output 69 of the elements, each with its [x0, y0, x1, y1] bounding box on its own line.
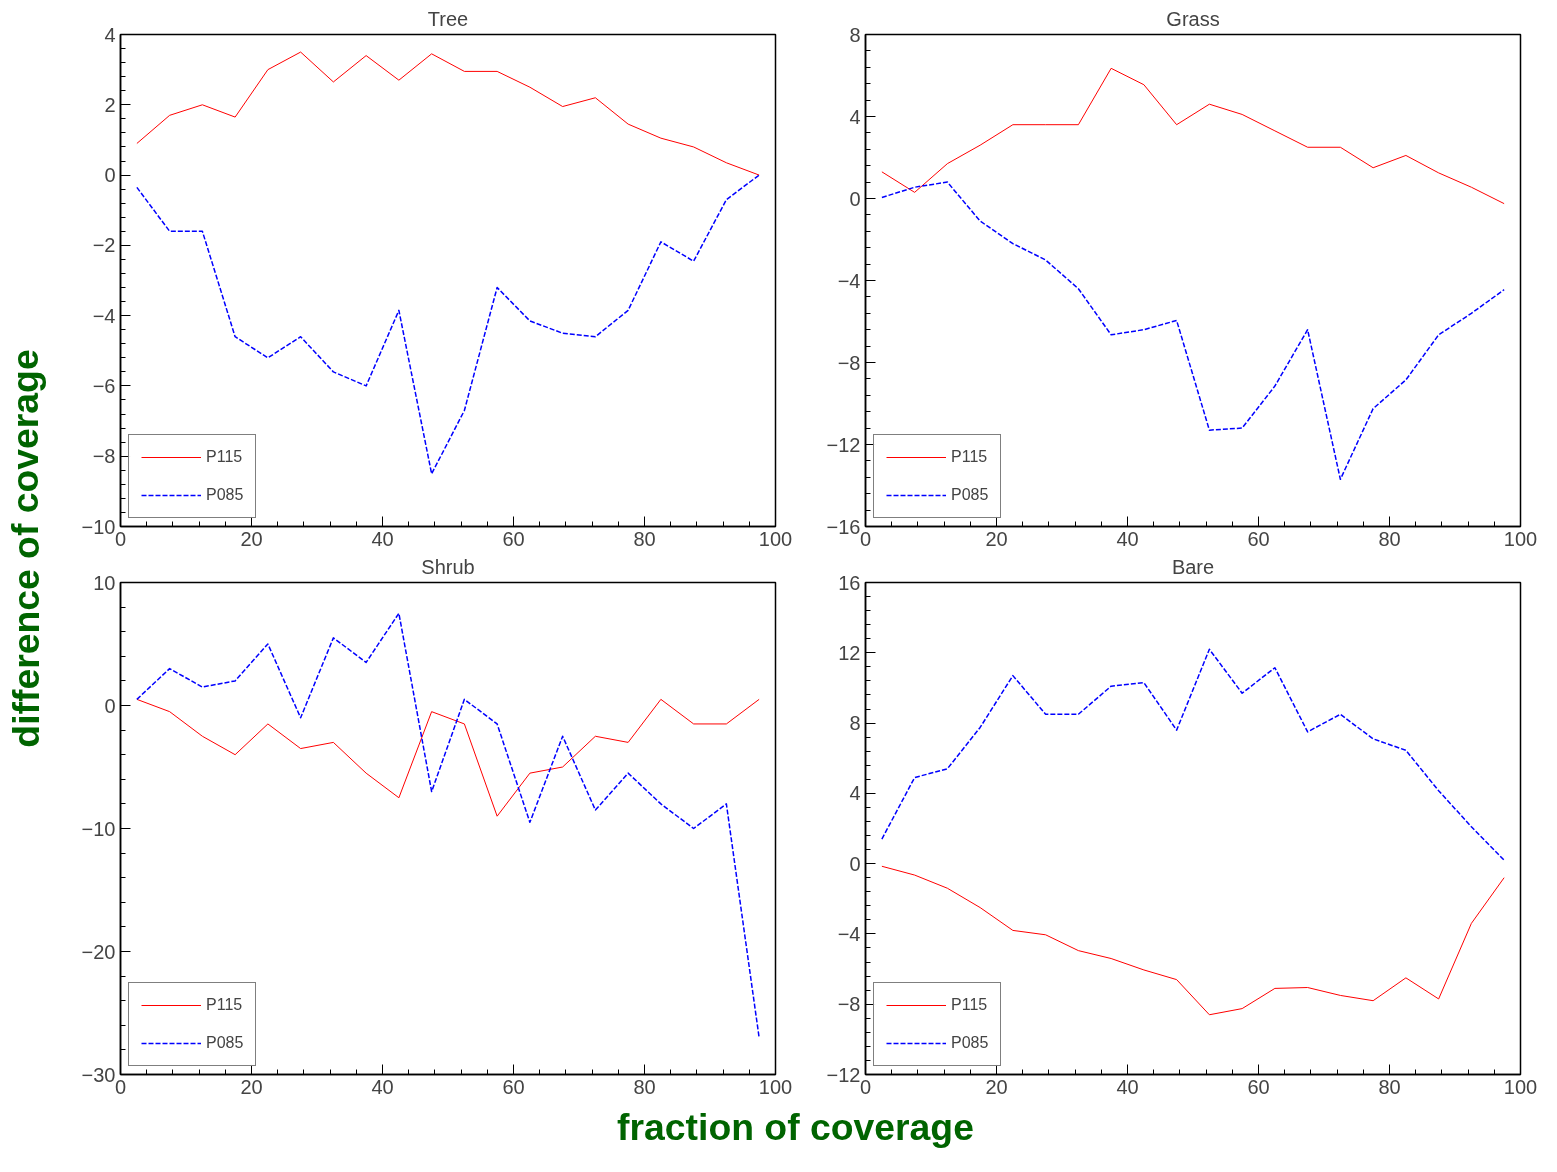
line-series	[136, 698, 760, 817]
legend-label: P085	[951, 486, 989, 504]
line-series	[136, 174, 760, 475]
y-tick-label: 8	[849, 23, 861, 46]
chart-title: Shrub	[421, 555, 475, 578]
line-series	[881, 181, 1505, 481]
x-tick-label: 100	[1503, 527, 1538, 550]
x-tick-label: 20	[985, 1075, 1008, 1098]
y-axis-title: difference of coverage	[4, 349, 47, 748]
y-tick-label: 0	[849, 852, 861, 875]
y-tick-label: 10	[93, 571, 116, 594]
legend-label: P115	[951, 448, 988, 466]
y-tick-label: −10	[81, 515, 116, 538]
x-tick-label: 100	[1503, 1075, 1538, 1098]
legend-label: P115	[206, 448, 243, 466]
y-tick-label: 2	[104, 93, 116, 116]
x-tick-label: 60	[502, 527, 525, 550]
x-tick-label: 100	[758, 1075, 793, 1098]
y-tick-label: −10	[81, 817, 116, 840]
y-tick-label: −16	[826, 515, 861, 538]
y-tick-label: 0	[104, 694, 116, 717]
y-tick-label: −12	[826, 433, 861, 456]
y-tick-label: −6	[92, 374, 116, 397]
legend-label: P115	[951, 996, 988, 1014]
y-tick-label: 4	[104, 23, 116, 46]
x-tick-label: 20	[985, 527, 1008, 550]
line-series	[881, 67, 1505, 205]
y-tick-label: −20	[81, 940, 116, 963]
x-axis-title: fraction of coverage	[617, 1105, 974, 1148]
x-tick-label: 40	[371, 527, 394, 550]
y-tick-label: −30	[81, 1063, 116, 1086]
x-tick-label: 60	[1247, 1075, 1270, 1098]
x-tick-label: 20	[240, 1075, 263, 1098]
chart-title: Grass	[1166, 7, 1220, 30]
legend-label: P115	[206, 996, 243, 1014]
legend-label: P085	[206, 1034, 244, 1052]
x-tick-label: 60	[502, 1075, 525, 1098]
x-tick-label: 100	[758, 527, 793, 550]
y-tick-label: 8	[849, 712, 861, 735]
x-tick-label: 40	[1116, 527, 1139, 550]
line-series	[136, 51, 760, 176]
y-tick-label: −4	[837, 269, 861, 292]
y-tick-label: −8	[837, 993, 861, 1016]
x-tick-label: 80	[633, 527, 656, 550]
chart-title: Bare	[1171, 555, 1215, 578]
y-tick-label: 4	[849, 782, 861, 805]
x-tick-label: 80	[633, 1075, 656, 1098]
y-tick-label: −8	[92, 445, 116, 468]
x-tick-label: 40	[1116, 1075, 1139, 1098]
y-tick-label: −4	[92, 304, 116, 327]
x-tick-label: 80	[1378, 527, 1401, 550]
y-tick-label: −2	[92, 234, 116, 257]
y-tick-label: −8	[837, 351, 861, 374]
y-tick-label: −4	[837, 922, 861, 945]
x-tick-label: 80	[1378, 1075, 1401, 1098]
y-tick-label: 0	[104, 164, 116, 187]
line-series	[881, 865, 1505, 1016]
legend-label: P085	[206, 486, 244, 504]
y-tick-label: 16	[838, 571, 861, 594]
legend-label: P085	[951, 1034, 989, 1052]
y-tick-label: 12	[838, 641, 861, 664]
x-tick-label: 20	[240, 527, 263, 550]
x-tick-label: 40	[371, 1075, 394, 1098]
line-series	[881, 648, 1505, 861]
chart-title: Tree	[427, 7, 469, 30]
y-tick-label: −12	[826, 1063, 861, 1086]
y-tick-label: 4	[849, 105, 861, 128]
x-tick-label: 60	[1247, 527, 1270, 550]
y-tick-label: 0	[849, 187, 861, 210]
